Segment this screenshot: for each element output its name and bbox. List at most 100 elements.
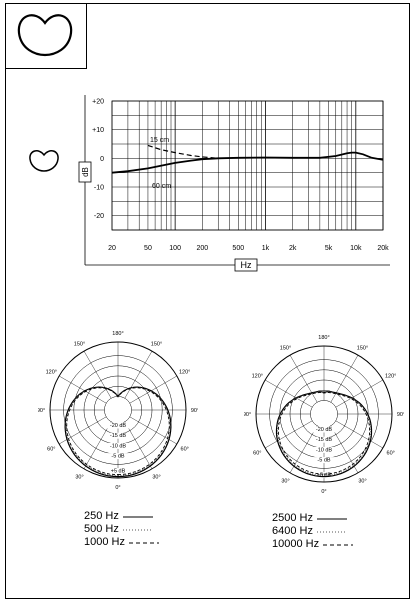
angle-label: 150° [151,341,162,347]
angle-label: 90° [38,408,45,414]
ring-label: -10 dB [316,447,333,453]
legend-swatch-solid [122,516,153,517]
series-label: 15 cm [150,137,169,144]
polar-spoke [330,425,359,473]
polar-legend-low: 250 Hz 500 Hz 1000 Hz [84,510,159,549]
y-tick-label: 0 [100,156,104,163]
legend-label: 10000 Hz [272,538,320,550]
ring-label: -15 dB [316,437,333,443]
polar-series-curve [276,391,372,476]
x-tick-label: 2k [289,245,297,252]
legend-swatch-dashed [128,542,159,543]
ring-label-bg [107,453,129,460]
legend-swatch-dashed [323,544,354,545]
series-label: 60 cm [152,183,171,190]
x-tick-label: 1k [262,245,270,252]
angle-label: 30° [281,479,289,485]
polar-ring [310,400,338,428]
legend-item: 10000 Hz [272,538,354,551]
header-icon-box [5,3,87,69]
polar-spoke [330,355,359,403]
legend-label: 1000 Hz [84,536,125,548]
x-tick-label: 20 [108,245,116,252]
page-frame [5,3,410,599]
legend-swatch-dotted [122,529,153,530]
chart-series [111,144,384,174]
legend-label: 500 Hz [84,523,119,535]
legend-item: 250 Hz [84,510,159,523]
x-tick-label: 5k [325,245,333,252]
angle-label: 60° [47,447,55,453]
ring-label: -20 dB [316,427,333,433]
polar-spoke [289,355,318,403]
ring-label: -5 dB [111,454,124,460]
ring-label-bg [313,446,335,453]
polar-spoke [83,351,112,399]
angle-label: 60° [181,447,189,453]
x-tick-label: 20k [377,245,389,252]
angle-label: 30° [358,479,366,485]
frequency-response-chart: 20 50 100 200 500 1k 2k 5k 10k 20k +20 +10 0 -10 -20 1… [78,95,390,272]
polar-spoke [124,351,153,399]
polar-series-curve [66,387,170,476]
ring-label: -10 dB [110,443,127,449]
chart-grid [111,100,384,231]
ring-label-bg [313,426,335,433]
polar-spoke [83,421,112,469]
ring-label-bg [107,468,129,475]
legend-swatch-dotted [316,531,347,532]
angle-label: 60° [387,451,395,457]
legend-item: 500 Hz [84,523,159,536]
angle-label: 180° [318,335,329,341]
angle-label: 180° [112,331,123,337]
chart-series-labels: 15 cm 60 cm [150,137,171,190]
ring-label-bg [313,436,335,443]
cardioid-icon [17,14,73,57]
series-line [111,151,384,174]
angle-label: 90° [244,412,251,418]
ring-label-bg [313,457,335,464]
polar-ring [104,396,132,424]
chart-ticks: 20 50 100 200 500 1k 2k 5k 10k 20k +20 +10 0 -10 -20 [92,99,389,253]
polar-spoke [265,420,313,449]
x-tick-label: 200 [196,245,208,252]
polar-spoke [335,379,383,408]
chart-axes: dB Hz [78,95,390,272]
angle-label: 150° [357,345,368,351]
x-tick-label: 10k [350,245,362,252]
angle-label: 120° [179,370,190,376]
angle-label: 0° [115,485,120,490]
y-tick-label: -20 [94,213,104,220]
polar-spoke [129,375,177,404]
legend-item: 2500 Hz [272,512,353,525]
polar-pattern-chart-low: 180° 150° 150° 120° 120° 90° 90° 60° 60° 30° 30° 0°… [38,331,198,490]
angle-label: 150° [280,345,291,351]
y-label-box [78,161,92,183]
ring-label: -15 dB [110,433,127,439]
legend-label: 250 Hz [84,510,119,522]
series-line [147,144,219,159]
polar-legend-high: 2500 Hz 6400 Hz 10000 Hz [272,512,354,551]
ring-label-bg [107,422,129,429]
polar-spoke [124,421,153,469]
y-tick-label: +20 [92,99,104,106]
x-tick-label: 100 [169,245,181,252]
plot-border [111,100,384,231]
polar-series-curve [277,392,371,475]
ring-label: -20 dB [110,423,127,429]
ring-label: +5 dB [111,469,126,475]
legend-item: 1000 Hz [84,536,159,549]
ring-label: -5 dB [317,458,330,464]
x-tick-label: 50 [144,245,152,252]
angle-label: 120° [46,370,57,376]
angle-label: 30° [152,475,160,481]
ring-label-bg [107,432,129,439]
angle-label: 90° [191,408,198,414]
y-tick-label: -10 [94,185,104,192]
angle-label: 150° [74,341,85,347]
y-tick-label: +10 [92,127,104,134]
ring-label-bg [107,442,129,449]
polar-spoke [335,420,383,449]
cardioid-icon [29,150,59,172]
legend-item: 6400 Hz [272,525,353,538]
